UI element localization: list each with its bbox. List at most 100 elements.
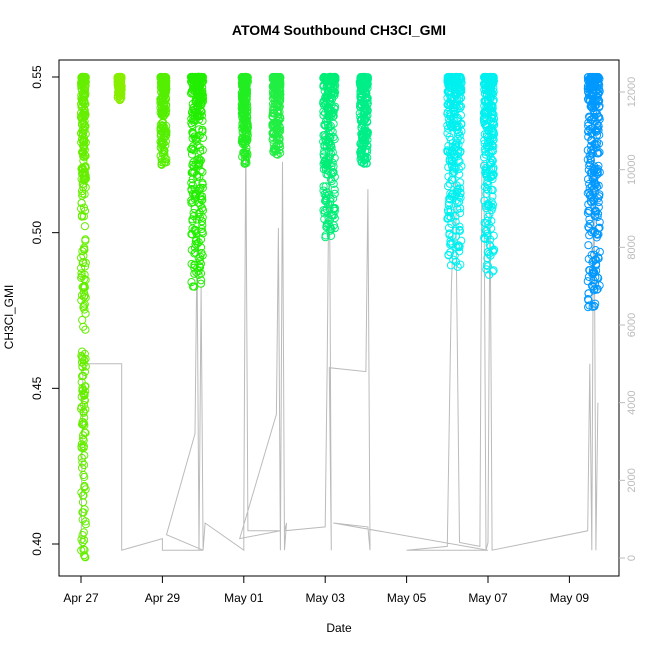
data-point [328, 112, 338, 121]
data-point [455, 82, 465, 91]
data-point [584, 241, 593, 250]
data-point [593, 93, 602, 102]
data-point [591, 73, 600, 82]
data-point [328, 75, 337, 84]
data-point [454, 192, 464, 201]
cluster-0 [76, 72, 91, 562]
data-point [240, 151, 249, 160]
data-point [321, 233, 330, 242]
data-point [358, 132, 367, 141]
data-point [326, 141, 335, 150]
data-point [321, 195, 330, 205]
data-point [584, 84, 593, 93]
data-point [320, 215, 329, 224]
data-point [239, 95, 248, 104]
data-point [198, 127, 207, 136]
data-point [80, 536, 89, 545]
data-point [324, 133, 333, 142]
data-point [196, 235, 206, 244]
data-point [159, 73, 168, 82]
data-point [445, 194, 454, 204]
data-point [330, 204, 339, 213]
data-point [198, 146, 207, 155]
data-point [79, 408, 88, 417]
data-point [455, 87, 464, 97]
x-tick-label-1: Apr 29 [145, 591, 181, 605]
data-point [81, 517, 90, 526]
data-point [445, 212, 454, 221]
data-point [321, 182, 330, 191]
data-point [78, 372, 87, 381]
data-point [79, 283, 88, 292]
data-point [79, 303, 88, 312]
y-tick-label-1: 0.45 [30, 376, 44, 400]
data-point [78, 247, 87, 256]
data-point [453, 113, 462, 123]
data-point [447, 121, 456, 130]
data-point [79, 545, 88, 554]
data-point [484, 181, 493, 190]
data-point [276, 114, 285, 123]
data-point [160, 123, 169, 132]
data-point [452, 138, 461, 147]
data-point [482, 130, 491, 139]
data-point [445, 179, 454, 188]
data-point [446, 206, 455, 215]
data-point [81, 122, 90, 131]
data-point [487, 172, 496, 182]
data-point [443, 129, 452, 138]
data-point [196, 201, 205, 210]
data-point [79, 322, 88, 331]
data-point [329, 179, 338, 188]
data-point [589, 184, 599, 193]
data-point [192, 235, 201, 244]
data-point [238, 134, 247, 143]
data-point [591, 82, 600, 91]
data-point [242, 119, 251, 128]
data-point [319, 111, 328, 120]
data-point [489, 73, 498, 83]
data-point [587, 228, 596, 237]
data-point [157, 160, 166, 169]
data-point [196, 98, 205, 107]
data-point [319, 72, 328, 82]
data-point [191, 98, 200, 107]
data-point [456, 204, 465, 213]
data-point [330, 185, 339, 194]
altitude-line [80, 130, 599, 555]
data-point [329, 86, 338, 96]
data-point [585, 191, 595, 200]
data-point [593, 194, 603, 203]
data-point [325, 215, 334, 225]
data-point [356, 146, 365, 155]
data-point [81, 110, 90, 119]
data-point [485, 209, 494, 218]
data-point [80, 281, 89, 290]
y2-tick-label-4: 8000 [626, 235, 638, 259]
data-point [187, 186, 196, 195]
data-point [583, 155, 592, 164]
data-point [190, 132, 199, 141]
data-point [593, 124, 603, 133]
data-point [242, 157, 251, 166]
data-point [274, 102, 283, 111]
data-point [585, 219, 594, 228]
data-point [593, 167, 602, 177]
data-point [194, 238, 203, 247]
data-point [583, 146, 592, 155]
data-point [79, 152, 88, 161]
cluster-4 [237, 72, 252, 168]
cluster-5 [268, 72, 285, 159]
data-point [76, 129, 86, 138]
data-point [77, 272, 86, 281]
data-point [594, 274, 603, 283]
data-point [161, 141, 170, 150]
data-point [116, 72, 125, 82]
data-point [77, 269, 86, 278]
data-point [191, 73, 200, 82]
data-point [268, 135, 277, 144]
data-point [80, 356, 89, 365]
y2-tick-label-6: 12000 [626, 77, 638, 108]
data-point [482, 185, 491, 194]
data-point [328, 127, 337, 136]
